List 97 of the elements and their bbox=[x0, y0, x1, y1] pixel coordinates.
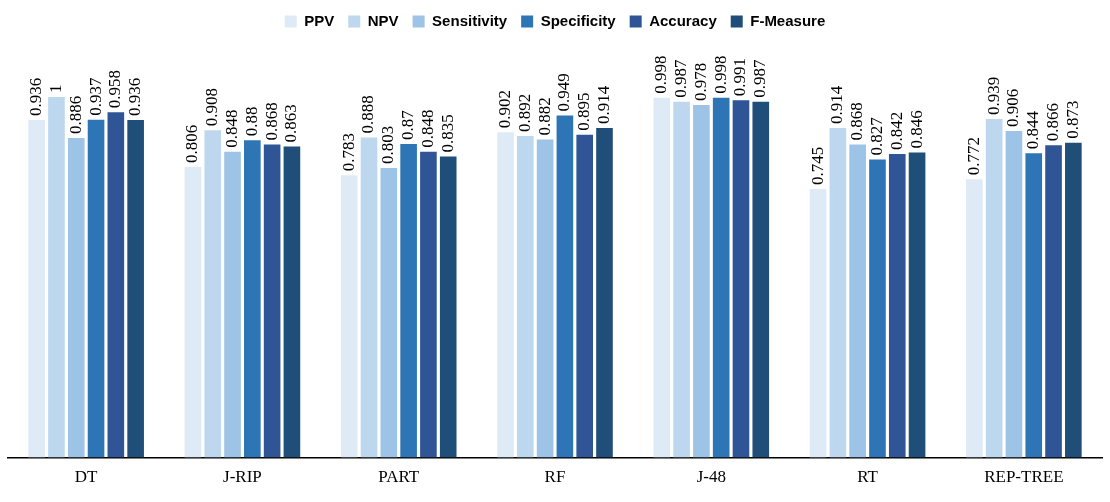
bar bbox=[809, 188, 827, 458]
data-label: 0.914 bbox=[827, 85, 847, 125]
legend-label: Accuracy bbox=[649, 11, 718, 29]
data-label: 0.873 bbox=[1062, 100, 1082, 139]
data-label: 0.991 bbox=[730, 58, 750, 97]
data-label: 0.844 bbox=[1023, 110, 1043, 150]
legend-label: F-Measure bbox=[750, 11, 826, 29]
data-label: 0.937 bbox=[85, 76, 105, 116]
bar bbox=[1025, 153, 1043, 458]
data-label: 0.783 bbox=[338, 133, 358, 172]
bar bbox=[340, 175, 358, 458]
bar bbox=[224, 151, 241, 458]
bar bbox=[966, 179, 983, 458]
data-label: 0.848 bbox=[417, 109, 437, 148]
data-label: 0.827 bbox=[866, 116, 886, 156]
data-label: 0.987 bbox=[750, 58, 770, 98]
x-tick-label: J-48 bbox=[696, 467, 726, 487]
bar bbox=[67, 138, 85, 458]
bar bbox=[693, 104, 710, 458]
data-label: 0.848 bbox=[222, 109, 241, 148]
bar bbox=[1005, 130, 1023, 458]
bar bbox=[712, 97, 730, 458]
bar bbox=[1065, 142, 1082, 458]
data-label: 0.978 bbox=[690, 62, 710, 101]
bar bbox=[556, 115, 574, 458]
legend-label: PPV bbox=[304, 11, 335, 29]
bar bbox=[360, 137, 378, 458]
x-tick-label: PART bbox=[378, 467, 420, 487]
data-label: 1 bbox=[45, 84, 65, 93]
data-label: 0.806 bbox=[182, 124, 202, 163]
data-label: 0.88 bbox=[241, 106, 261, 137]
data-label: 0.902 bbox=[494, 90, 514, 129]
bar bbox=[849, 144, 866, 458]
x-tick-label: DT bbox=[74, 467, 99, 487]
data-label: 0.892 bbox=[514, 93, 534, 132]
bar bbox=[1045, 145, 1062, 458]
bar bbox=[752, 101, 770, 458]
bar bbox=[576, 134, 594, 458]
x-tick-label: RT bbox=[857, 467, 879, 487]
bar bbox=[87, 119, 105, 458]
data-label: 0.835 bbox=[437, 114, 457, 153]
bar bbox=[204, 130, 222, 458]
data-label: 0.846 bbox=[906, 110, 926, 149]
bar bbox=[420, 151, 437, 458]
data-label: 0.87 bbox=[398, 109, 418, 140]
bar bbox=[244, 140, 261, 458]
bar bbox=[653, 97, 671, 458]
data-label: 0.868 bbox=[847, 102, 867, 141]
bar bbox=[888, 153, 906, 458]
bar bbox=[107, 112, 125, 458]
bar bbox=[283, 146, 301, 458]
legend-label: NPV bbox=[367, 11, 399, 29]
bar bbox=[829, 128, 847, 458]
data-label: 0.987 bbox=[671, 58, 691, 98]
data-label: 0.842 bbox=[886, 111, 906, 150]
data-label: 0.882 bbox=[534, 97, 554, 136]
x-tick-label: REP-TREE bbox=[984, 467, 1064, 487]
bar bbox=[536, 139, 554, 458]
data-label: 0.863 bbox=[281, 104, 301, 143]
data-label: 0.745 bbox=[807, 146, 827, 185]
data-label: 0.803 bbox=[378, 125, 398, 165]
data-label: 0.772 bbox=[963, 136, 983, 176]
x-tick-label: J-RIP bbox=[223, 467, 262, 487]
data-label: 0.908 bbox=[202, 87, 222, 127]
data-label: 0.906 bbox=[1003, 88, 1023, 127]
data-label: 0.998 bbox=[710, 55, 730, 94]
data-label: 0.886 bbox=[65, 95, 85, 135]
bar bbox=[985, 119, 1003, 458]
bar bbox=[263, 144, 281, 458]
bar bbox=[497, 132, 514, 458]
bar bbox=[439, 156, 457, 458]
bar bbox=[28, 120, 45, 458]
data-label: 0.949 bbox=[554, 73, 574, 112]
legend-label: Specificity bbox=[540, 11, 617, 29]
data-label: 0.888 bbox=[358, 95, 378, 134]
bar bbox=[400, 143, 417, 458]
bar bbox=[732, 100, 750, 458]
bar bbox=[48, 97, 65, 458]
bar bbox=[869, 159, 886, 458]
data-label: 0.936 bbox=[125, 77, 145, 117]
data-label: 0.936 bbox=[26, 77, 46, 117]
bar bbox=[673, 101, 690, 458]
legend-label: Sensitivity bbox=[432, 11, 508, 29]
bar bbox=[516, 135, 534, 458]
data-label: 0.868 bbox=[261, 102, 281, 141]
bar bbox=[380, 168, 398, 458]
bar bbox=[908, 152, 926, 458]
data-label: 0.866 bbox=[1043, 103, 1063, 142]
bar bbox=[127, 120, 144, 458]
bar bbox=[596, 128, 613, 458]
x-tick-label: RF bbox=[544, 467, 566, 487]
data-label: 0.998 bbox=[651, 55, 671, 94]
data-label: 0.895 bbox=[574, 92, 594, 131]
data-label: 0.914 bbox=[593, 85, 613, 125]
data-label: 0.939 bbox=[983, 76, 1003, 115]
data-label: 0.958 bbox=[105, 69, 125, 109]
bar bbox=[184, 166, 202, 458]
